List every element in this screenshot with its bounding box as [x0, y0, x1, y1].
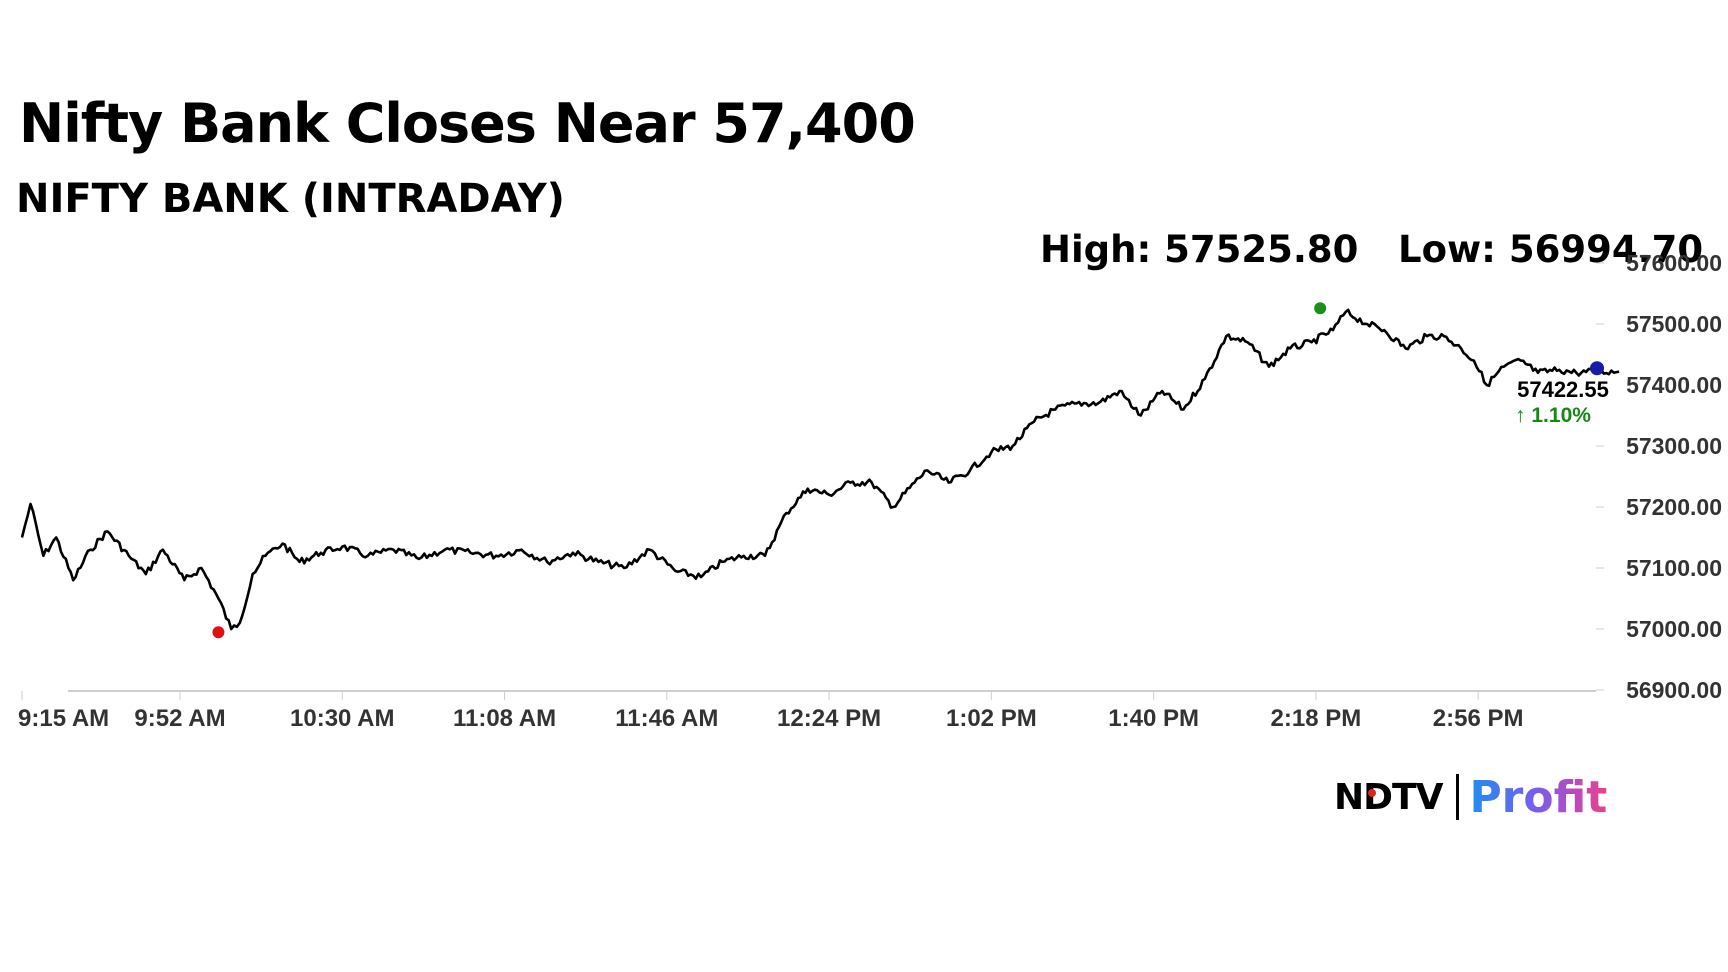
x-tick-label: 11:46 AM — [615, 705, 718, 732]
x-tick-label: 11:08 AM — [453, 705, 556, 732]
y-tick-label: 57100.00 — [1626, 555, 1722, 581]
y-tick-label: 57600.00 — [1626, 250, 1722, 276]
last-price-label: 57422.55 — [1517, 377, 1609, 402]
x-tick-label: 1:40 PM — [1108, 705, 1199, 732]
y-tick-label: 57000.00 — [1626, 616, 1722, 642]
price-line — [20, 308, 1620, 631]
y-tick-label: 57300.00 — [1626, 433, 1722, 459]
y-tick-label: 57200.00 — [1626, 494, 1722, 520]
logo-divider — [1456, 774, 1460, 820]
x-tick-label: 9:15 AM — [18, 705, 109, 732]
chart-subtitle: NIFTY BANK (INTRADAY) — [16, 176, 565, 222]
y-tick-label: 57500.00 — [1626, 311, 1722, 337]
y-tick-label: 56900.00 — [1626, 677, 1722, 703]
logo-dot-icon — [1368, 789, 1376, 797]
ndtv-profit-logo: NDTV Profit — [1334, 771, 1608, 823]
y-tick-label: 57400.00 — [1626, 372, 1722, 398]
high-label: High: 57525.80 — [1040, 228, 1359, 271]
high-marker — [1314, 302, 1327, 315]
x-tick-label: 2:18 PM — [1271, 705, 1362, 732]
last-price-marker — [1590, 361, 1604, 376]
x-tick-label: 1:02 PM — [946, 705, 1037, 732]
x-tick-label: 10:30 AM — [290, 705, 394, 732]
x-tick-label: 9:52 AM — [134, 705, 225, 732]
x-tick-label: 2:56 PM — [1433, 705, 1524, 732]
ndtv-wordmark: NDTV — [1334, 776, 1443, 818]
profit-wordmark: Profit — [1469, 771, 1608, 823]
low-label: Low: 56994.70 — [1398, 228, 1704, 271]
low-marker — [212, 626, 225, 639]
chart-title: Nifty Bank Closes Near 57,400 — [19, 92, 916, 155]
change-label: ↑ 1.10% — [1515, 404, 1591, 427]
x-tick-label: 12:24 PM — [777, 705, 881, 732]
